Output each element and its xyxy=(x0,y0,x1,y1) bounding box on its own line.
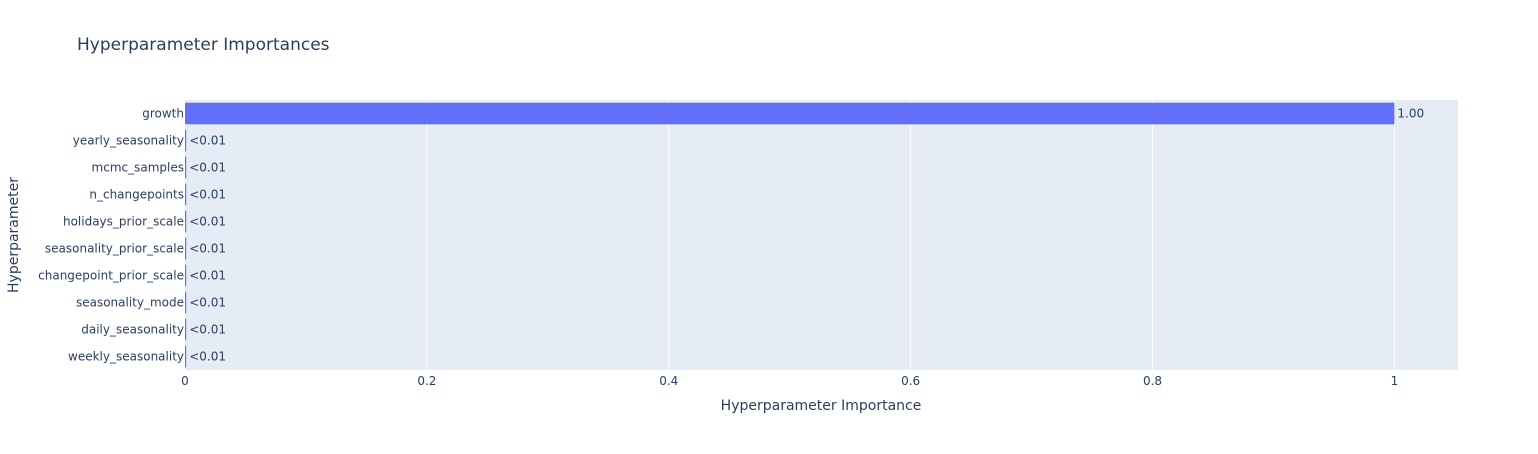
bars xyxy=(185,102,1395,368)
x-tick-label: 1 xyxy=(1391,374,1399,388)
bar-seasonality_mode xyxy=(185,291,187,314)
bar-mcmc_samples xyxy=(185,156,187,179)
y-tick-label: seasonality_mode xyxy=(76,296,184,310)
bar-growth xyxy=(185,102,1395,125)
data-label-holidays_prior_scale: <0.01 xyxy=(189,215,226,229)
bar-daily_seasonality xyxy=(185,318,187,341)
plot-area xyxy=(185,100,1458,370)
x-tick-label: 0.6 xyxy=(901,374,920,388)
y-axis-title: Hyperparameter xyxy=(6,177,22,293)
bar-holidays_prior_scale xyxy=(185,210,187,233)
x-tick-label: 0.8 xyxy=(1143,374,1162,388)
y-tick-label: seasonality_prior_scale xyxy=(45,242,184,256)
bar-weekly_seasonality xyxy=(185,345,187,368)
data-label-weekly_seasonality: <0.01 xyxy=(189,350,226,364)
data-label-growth: 1.00 xyxy=(1397,107,1424,121)
data-label-seasonality_prior_scale: <0.01 xyxy=(189,242,226,256)
x-axis-title: Hyperparameter Importance xyxy=(721,398,922,414)
x-axis-tick-labels: 0 0.2 0.4 0.6 0.8 1 xyxy=(181,374,1398,388)
x-tick-label: 0.2 xyxy=(417,374,436,388)
bar-seasonality_prior_scale xyxy=(185,237,187,260)
x-tick-label: 0 xyxy=(181,374,189,388)
y-axis-tick-labels: growth yearly_seasonality mcmc_samples n_ch… xyxy=(38,107,184,364)
y-tick-label: n_changepoints xyxy=(89,188,184,202)
data-label-yearly_seasonality: <0.01 xyxy=(189,134,226,148)
y-tick-label: changepoint_prior_scale xyxy=(38,269,184,283)
bar-n_changepoints xyxy=(185,183,187,206)
y-tick-label: holidays_prior_scale xyxy=(63,215,184,229)
y-tick-label: weekly_seasonality xyxy=(68,350,184,364)
x-tick-label: 0.4 xyxy=(659,374,678,388)
y-tick-label: mcmc_samples xyxy=(92,161,184,175)
data-label-changepoint_prior_scale: <0.01 xyxy=(189,269,226,283)
data-labels: 1.00 <0.01 <0.01 <0.01 <0.01 <0.01 <0.01 <0.01 <… xyxy=(189,107,1424,364)
y-tick-label: daily_seasonality xyxy=(81,323,184,337)
data-label-n_changepoints: <0.01 xyxy=(189,188,226,202)
data-label-seasonality_mode: <0.01 xyxy=(189,296,226,310)
bar-changepoint_prior_scale xyxy=(185,264,187,287)
chart-title: Hyperparameter Importances xyxy=(77,35,330,55)
gridlines xyxy=(426,100,1395,370)
data-label-mcmc_samples: <0.01 xyxy=(189,161,226,175)
bar-yearly_seasonality xyxy=(185,129,187,152)
data-label-daily_seasonality: <0.01 xyxy=(189,323,226,337)
y-tick-label: yearly_seasonality xyxy=(73,134,184,148)
y-tick-label: growth xyxy=(142,107,184,121)
